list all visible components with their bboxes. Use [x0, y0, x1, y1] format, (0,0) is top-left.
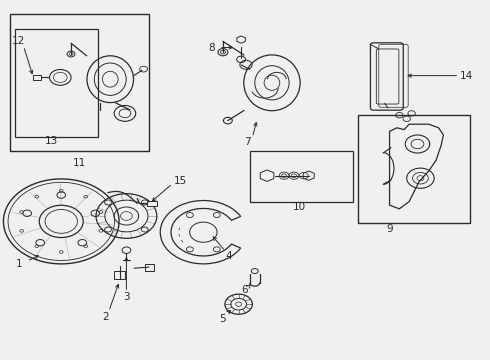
Bar [358, 115, 470, 223]
Circle shape [105, 200, 112, 205]
Text: 8: 8 [208, 42, 215, 53]
Text: 4: 4 [225, 251, 232, 261]
Bar [33, 75, 41, 80]
Text: 11: 11 [73, 158, 86, 168]
Text: 15: 15 [173, 176, 187, 186]
Bar [10, 14, 149, 151]
Text: 14: 14 [460, 71, 473, 81]
Text: 13: 13 [45, 136, 58, 146]
Bar [114, 271, 125, 279]
Circle shape [122, 247, 131, 253]
Bar [145, 264, 154, 271]
FancyBboxPatch shape [370, 43, 403, 110]
Text: 9: 9 [386, 224, 393, 234]
Bar [147, 201, 157, 206]
Text: 1: 1 [16, 258, 23, 269]
Polygon shape [390, 124, 443, 209]
Text: 10: 10 [293, 202, 305, 212]
Circle shape [141, 227, 148, 232]
Text: 12: 12 [12, 36, 25, 46]
Bar [15, 29, 98, 137]
Bar [250, 151, 353, 202]
Text: 5: 5 [220, 314, 226, 324]
Text: 6: 6 [242, 285, 248, 295]
Wedge shape [160, 201, 241, 264]
Text: 7: 7 [244, 137, 251, 147]
Text: 2: 2 [102, 312, 109, 322]
Text: 3: 3 [123, 292, 130, 302]
Circle shape [141, 200, 148, 205]
Circle shape [105, 227, 112, 232]
FancyBboxPatch shape [376, 49, 399, 104]
